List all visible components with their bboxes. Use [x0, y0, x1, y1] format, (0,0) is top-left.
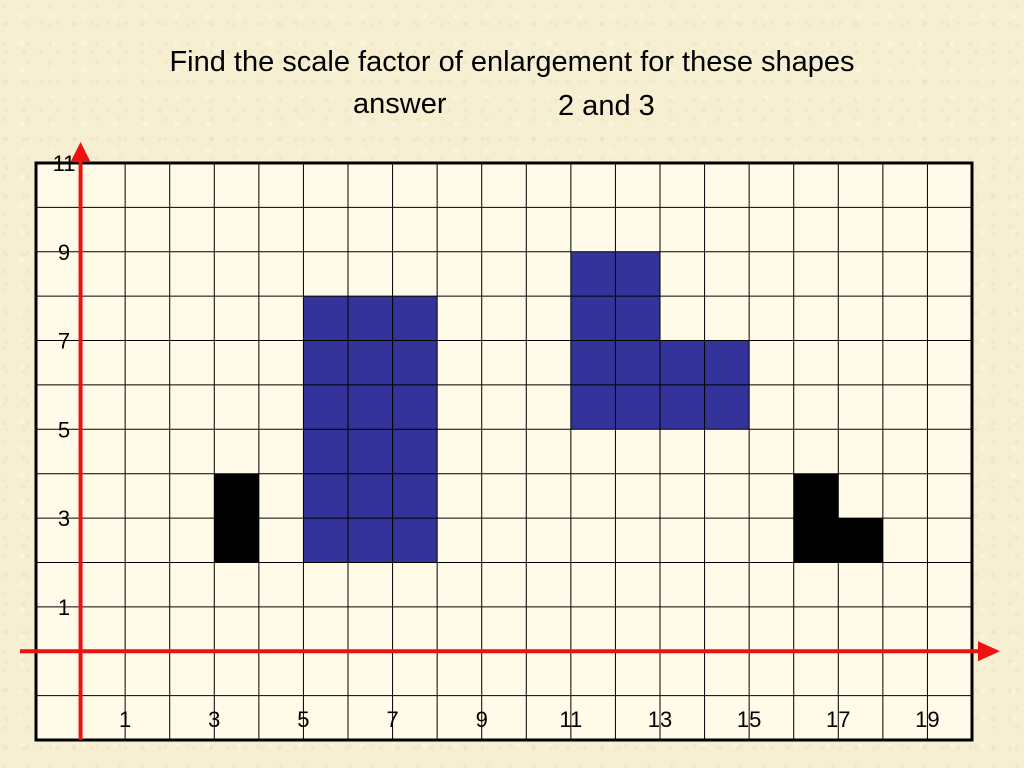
large-rectangle-cell: [303, 296, 348, 341]
slide-title: Find the scale factor of enlargement for…: [169, 46, 855, 78]
x-tick-label: 17: [826, 707, 850, 732]
large-rectangle-cell: [348, 340, 393, 385]
grid-background: [36, 163, 972, 740]
large-rectangle-cell: [392, 340, 438, 385]
x-axis-arrow-icon: [978, 641, 1000, 662]
large-l-shape-cell: [704, 384, 750, 430]
large-rectangle-cell: [392, 429, 438, 474]
small-rectangle-cell: [214, 473, 259, 519]
y-tick-label: 11: [53, 151, 76, 176]
large-l-shape-cell: [615, 251, 660, 297]
large-l-shape-cell: [704, 340, 750, 385]
large-rectangle-cell: [392, 518, 438, 563]
large-rectangle-cell: [303, 384, 348, 430]
large-rectangle-cell: [348, 296, 393, 341]
large-l-shape-cell: [570, 340, 616, 385]
y-tick-label: 7: [58, 329, 70, 354]
large-rectangle-cell: [303, 340, 348, 385]
large-rectangle-cell: [392, 296, 438, 341]
axes: [20, 142, 1000, 740]
y-axis-arrow-icon: [70, 142, 91, 162]
y-tick-label: 3: [58, 506, 70, 531]
large-rectangle-cell: [303, 473, 348, 519]
large-l-shape-cell: [570, 251, 616, 297]
large-l-shape-cell: [660, 384, 705, 430]
small-l-shape-cell: [793, 473, 839, 519]
large-rectangle-cell: [348, 473, 393, 519]
small-rectangle-cell: [214, 518, 259, 563]
x-tick-label: 1: [119, 707, 131, 732]
large-rectangle-cell: [348, 429, 393, 474]
large-l-shape-cell: [660, 340, 705, 385]
shapes-layer: [214, 251, 883, 563]
x-tick-label: 9: [476, 707, 488, 732]
small-l-shape-cell: [838, 518, 883, 563]
answer-label: answer: [353, 88, 447, 120]
y-tick-label: 1: [58, 595, 70, 620]
large-rectangle-cell: [348, 384, 393, 430]
large-l-shape-cell: [615, 296, 660, 341]
x-tick-label: 13: [648, 707, 672, 732]
x-tick-label: 7: [386, 707, 398, 732]
grid-lines: [36, 163, 972, 740]
x-tick-label: 11: [559, 707, 582, 732]
small-l-shape-cell: [793, 518, 839, 563]
x-tick-label: 15: [737, 707, 761, 732]
large-l-shape-cell: [570, 384, 616, 430]
large-l-shape-cell: [615, 384, 660, 430]
answer-value: 2 and 3: [558, 90, 655, 122]
large-rectangle-cell: [392, 384, 438, 430]
large-rectangle-cell: [303, 518, 348, 563]
x-tick-label: 5: [297, 707, 309, 732]
y-tick-label: 9: [58, 240, 70, 265]
large-l-shape-cell: [615, 340, 660, 385]
large-l-shape-cell: [570, 296, 616, 341]
large-rectangle-cell: [348, 518, 393, 563]
x-tick-label: 19: [915, 707, 939, 732]
y-tick-label: 5: [58, 417, 70, 442]
large-rectangle-cell: [392, 473, 438, 519]
large-rectangle-cell: [303, 429, 348, 474]
grid-border: [34, 161, 974, 742]
x-tick-label: 3: [208, 707, 220, 732]
